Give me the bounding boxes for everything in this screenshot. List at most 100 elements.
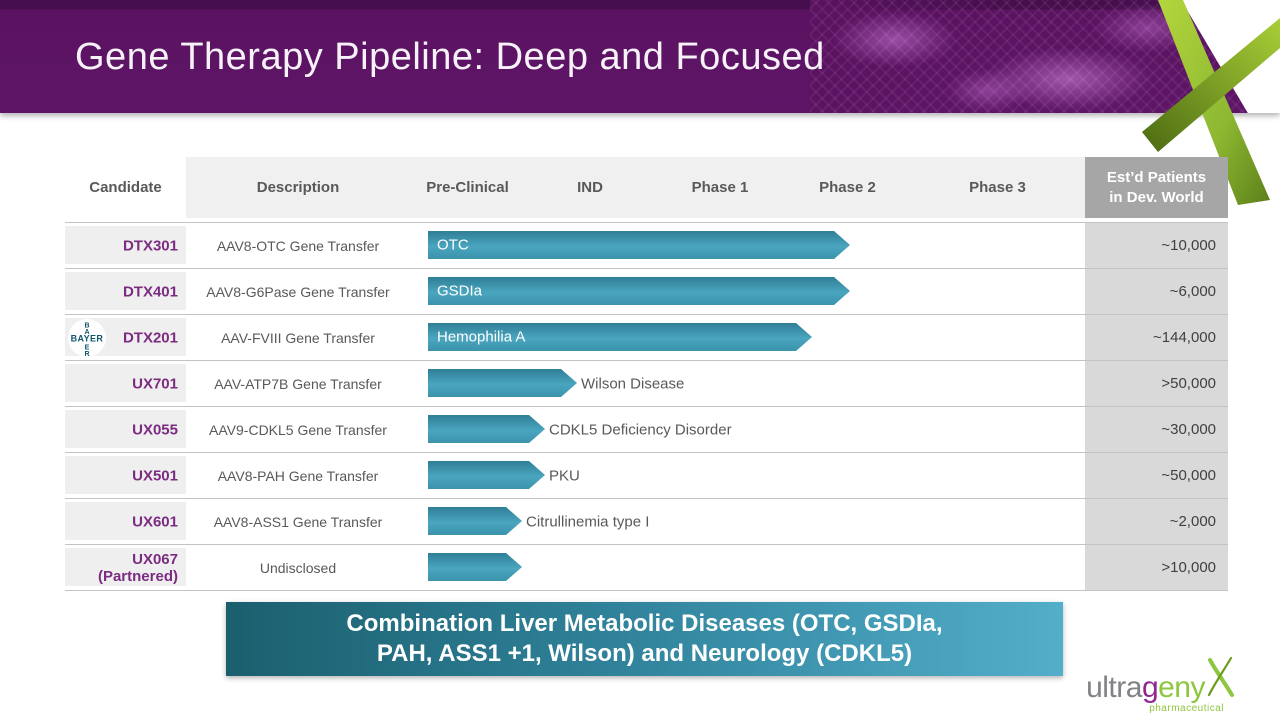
candidate-cell: BAYER B A E R UX501 — [65, 453, 186, 498]
logo-subtext: pharmaceutical — [1149, 703, 1224, 714]
description-cell: AAV8-PAH Gene Transfer — [217, 467, 379, 484]
candidate-cell: BAYER B A E R UX601 — [65, 499, 186, 544]
table-row: BAYER B A E R UX501 AAV8-PAH Gene Transf… — [65, 453, 1228, 499]
column-header-preclinical: Pre-Clinical — [410, 157, 525, 218]
candidate-partner-note: (Partnered) — [97, 567, 178, 585]
ultragenyx-wordmark: ultra g eny — [1086, 655, 1234, 703]
est-patients-cell: ~50,000 — [1085, 453, 1228, 498]
phase-progress-cell: OTC — [410, 223, 1085, 268]
candidate-cell-bg — [65, 272, 186, 310]
description-cell: AAV-FVIII Gene Transfer — [221, 329, 375, 346]
candidate-id: DTX401 — [122, 282, 178, 300]
est-patients-cell: ~6,000 — [1085, 269, 1228, 314]
candidate-id: UX067 — [132, 550, 178, 568]
table-row: BAYER B A E R UX601 AAV8-ASS1 Gene Trans… — [65, 499, 1228, 545]
phase-progress-cell: CDKL5 Deficiency Disorder — [410, 407, 1085, 452]
brand-x-ribbon-icon — [1142, 0, 1280, 205]
phase-progress-cell — [410, 545, 1085, 590]
table-row: BAYER B A E R UX701 AAV-ATP7B Gene Trans… — [65, 361, 1228, 407]
phase-progress-cell: Citrullinemia type I — [410, 499, 1085, 544]
candidate-name: DTX301 — [123, 237, 178, 254]
candidate-name: UX701 — [132, 375, 178, 392]
est-patients-cell: >50,000 — [1085, 361, 1228, 406]
column-header-phase2: Phase 2 — [785, 157, 910, 218]
svg-text:BAYER: BAYER — [71, 333, 104, 343]
description-cell: AAV8-OTC Gene Transfer — [216, 237, 380, 254]
candidate-name: DTX401 — [123, 283, 178, 300]
column-header-ind: IND — [525, 157, 655, 218]
description-cell: AAV8-ASS1 Gene Transfer — [213, 513, 383, 530]
arrow-outer-label: Citrullinemia type I — [526, 513, 650, 530]
page-title: Gene Therapy Pipeline: Deep and Focused — [75, 36, 825, 78]
est-patients-cell: ~2,000 — [1085, 499, 1228, 544]
phase-arrow: Hemophilia A — [428, 323, 812, 351]
svg-text:R: R — [84, 351, 89, 358]
est-patients-cell: ~144,000 — [1085, 315, 1228, 360]
combination-callout-box: Combination Liver Metabolic Diseases (OT… — [226, 602, 1063, 676]
arrow-outer-label: Wilson Disease — [581, 375, 685, 392]
candidate-cell-bg — [65, 456, 186, 494]
svg-text:A: A — [84, 329, 89, 336]
candidate-cell: BAYER B A E R DTX301 — [65, 223, 186, 268]
table-row: BAYER B A E R DTX201 AAV-FVIII Gene Tran… — [65, 315, 1228, 361]
candidate-cell-bg — [65, 548, 186, 586]
arrow-inner-label: Hemophilia A — [437, 328, 526, 346]
description-cell: AAV9-CDKL5 Gene Transfer — [209, 421, 387, 438]
description-cell: AAV8-G6Pase Gene Transfer — [206, 283, 390, 300]
phase-arrow: GSDIa — [428, 277, 850, 305]
est-patients-line2: in Dev. World — [1109, 188, 1204, 206]
phase-arrow — [428, 415, 545, 443]
candidate-name: UX055 — [132, 421, 178, 438]
candidate-name: DTX201 — [123, 329, 178, 346]
candidate-cell-bg — [65, 410, 186, 448]
phase-arrow — [428, 369, 577, 397]
logo-text-eny: eny — [1158, 671, 1205, 704]
bayer-logo: BAYER B A E R — [66, 317, 108, 358]
est-patients-cell: ~30,000 — [1085, 407, 1228, 452]
candidate-cell-bg — [65, 364, 186, 402]
logo-text-g: g — [1141, 671, 1159, 704]
candidate-id: UX601 — [132, 512, 178, 530]
candidate-cell: BAYER B A E R UX055 — [65, 407, 186, 452]
arrow-inner-label: OTC — [437, 236, 469, 254]
description-cell: Undisclosed — [259, 559, 337, 576]
table-row: BAYER B A E R UX055 AAV9-CDKL5 Gene Tran… — [65, 407, 1228, 453]
phase-arrow — [428, 507, 522, 535]
candidate-id: UX501 — [132, 466, 178, 484]
phase-progress-cell: Hemophilia A — [410, 315, 1085, 360]
logo-x-swoosh-icon — [1207, 656, 1234, 697]
svg-text:E: E — [85, 344, 90, 351]
column-header-est-patients: Est’d Patients in Dev. World — [1085, 157, 1228, 218]
svg-text:B: B — [84, 322, 89, 329]
phase-arrow — [428, 461, 545, 489]
table-row: BAYER B A E R DTX301 AAV8-OTC Gene Trans… — [65, 223, 1228, 269]
table-header-row: Candidate Description Pre-Clinical IND P… — [65, 157, 1228, 218]
column-header-phase3: Phase 3 — [910, 157, 1085, 218]
candidate-name: UX067 (Partnered) — [98, 550, 178, 585]
phase-progress-cell: PKU — [410, 453, 1085, 498]
table-row: BAYER B A E R UX067 (Partnered) Undisclo… — [65, 545, 1228, 591]
header-banner: Gene Therapy Pipeline: Deep and Focused — [0, 0, 1280, 205]
arrow-outer-label: PKU — [549, 467, 580, 484]
candidate-cell: BAYER B A E R DTX201 — [65, 315, 186, 360]
candidate-cell-bg — [65, 226, 186, 264]
combo-line1: Combination Liver Metabolic Diseases (OT… — [346, 609, 943, 637]
candidate-cell-bg — [65, 502, 186, 540]
pipeline-table: Candidate Description Pre-Clinical IND P… — [65, 157, 1228, 591]
column-header-description: Description — [186, 157, 410, 218]
candidate-cell: BAYER B A E R DTX401 — [65, 269, 186, 314]
est-patients-cell: >10,000 — [1085, 545, 1228, 590]
est-patients-line1: Est’d Patients — [1106, 169, 1207, 186]
phase-progress-cell: GSDIa — [410, 269, 1085, 314]
arrow-outer-label: CDKL5 Deficiency Disorder — [549, 421, 732, 438]
table-row: BAYER B A E R DTX401 AAV8-G6Pase Gene Tr… — [65, 269, 1228, 315]
candidate-name: UX501 — [132, 467, 178, 484]
candidate-id: UX055 — [132, 420, 178, 438]
column-header-candidate: Candidate — [89, 179, 162, 196]
candidate-name: UX601 — [132, 513, 178, 530]
table-body: BAYER B A E R DTX301 AAV8-OTC Gene Trans… — [65, 222, 1228, 591]
ultragenyx-logo: ultra g eny pharmaceutical — [1086, 655, 1234, 714]
est-patients-cell: ~10,000 — [1085, 223, 1228, 268]
candidate-id: DTX201 — [122, 328, 178, 346]
